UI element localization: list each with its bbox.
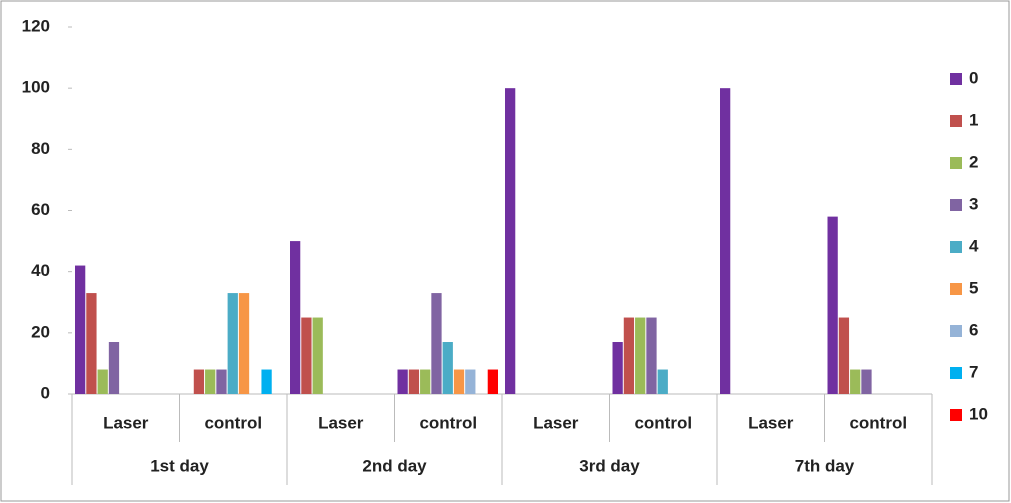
y-tick-label: 100 [22, 78, 50, 97]
y-tick-label: 120 [22, 16, 50, 35]
bar [827, 216, 838, 394]
legend-label: 5 [969, 278, 978, 297]
legend-label: 2 [969, 152, 978, 171]
group-label: 3rd day [579, 456, 640, 475]
legend-swatch [950, 283, 962, 295]
bar [623, 317, 635, 394]
bar [612, 342, 623, 394]
x-tick-label: Laser [533, 413, 579, 432]
bar [420, 369, 431, 394]
legend-label: 3 [969, 194, 978, 213]
x-tick-label: Laser [103, 413, 149, 432]
legend-label: 7 [969, 362, 978, 381]
y-tick-label: 0 [41, 383, 50, 402]
legend-swatch [950, 73, 962, 85]
x-tick-label: control [849, 413, 907, 432]
bar [108, 342, 120, 394]
bar [487, 369, 498, 394]
y-tick-label: 60 [31, 200, 50, 219]
bar [216, 369, 227, 394]
legend-swatch [950, 409, 962, 421]
bar [850, 369, 861, 394]
bar [408, 369, 420, 394]
group-label: 1st day [150, 456, 209, 475]
y-tick-label: 80 [31, 139, 50, 158]
bar [227, 293, 238, 394]
legend-label: 1 [969, 110, 978, 129]
bar [442, 342, 453, 394]
legend-swatch [950, 241, 962, 253]
bar [505, 88, 516, 395]
legend-swatch [950, 367, 962, 379]
bar [635, 317, 646, 394]
bar [838, 317, 850, 394]
bar [238, 293, 250, 394]
bar [465, 369, 476, 394]
x-tick-label: control [204, 413, 262, 432]
bar [431, 293, 442, 394]
legend-label: 6 [969, 320, 978, 339]
bar [75, 265, 86, 394]
bar [261, 369, 272, 394]
legend-label: 4 [969, 236, 979, 255]
bar [657, 369, 668, 394]
legend-swatch [950, 115, 962, 127]
bar [453, 369, 465, 394]
x-tick-label: Laser [748, 413, 794, 432]
x-tick-label: control [419, 413, 477, 432]
bar [97, 369, 108, 394]
bar [861, 369, 872, 394]
legend-swatch [950, 199, 962, 211]
x-tick-label: control [634, 413, 692, 432]
y-tick-label: 40 [31, 261, 50, 280]
bar [193, 369, 205, 394]
bar [397, 369, 408, 394]
legend-label: 0 [969, 68, 978, 87]
group-label: 7th day [795, 456, 855, 475]
y-tick-label: 20 [31, 322, 50, 341]
x-tick-label: Laser [318, 413, 364, 432]
bar [312, 317, 323, 394]
legend-label: 10 [969, 404, 988, 423]
bar [646, 317, 657, 394]
bar [290, 241, 301, 394]
bar [205, 369, 216, 394]
group-label: 2nd day [362, 456, 427, 475]
bar [301, 317, 312, 394]
bar [720, 88, 731, 395]
legend-swatch [950, 157, 962, 169]
bar [86, 293, 97, 394]
legend-swatch [950, 325, 962, 337]
